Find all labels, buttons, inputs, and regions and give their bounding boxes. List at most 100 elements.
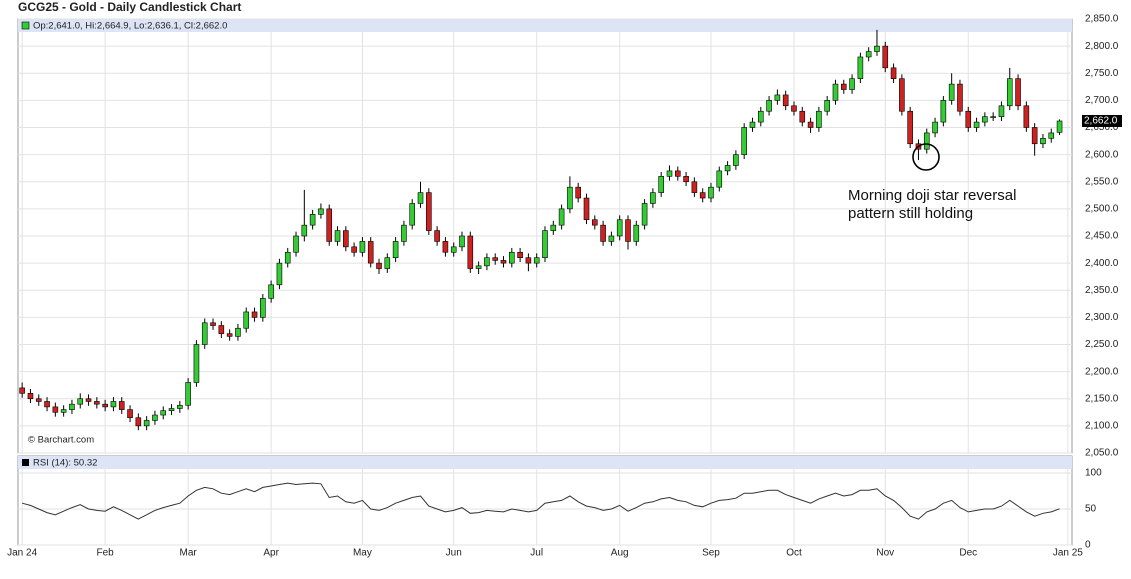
candle-body — [500, 260, 507, 264]
last-price-label: 2,662.0 — [1084, 116, 1118, 127]
candle-body — [318, 208, 324, 215]
candle-body — [658, 176, 664, 193]
candle-body — [899, 78, 905, 112]
candle-body — [932, 121, 938, 134]
y-tick-label: 2,550.0 — [1085, 176, 1119, 187]
rsi-legend-bar — [18, 456, 1072, 469]
candle-body — [890, 67, 897, 79]
candle-body — [857, 56, 864, 79]
candle-body — [52, 406, 59, 413]
candle-body — [69, 403, 75, 410]
legend-label: Op:2,641.0, Hi:2,664.9, Lo:2,636.1, Cl:2… — [33, 21, 227, 32]
candle-body — [210, 322, 216, 326]
y-tick-label: 2,400.0 — [1085, 258, 1119, 269]
candle-body — [674, 170, 681, 177]
x-tick-label: Jul — [530, 548, 543, 559]
candle-body — [401, 224, 407, 242]
candle-body — [741, 127, 747, 155]
candle-body — [940, 100, 947, 123]
candle-body — [27, 393, 34, 400]
candle-body — [293, 235, 299, 253]
candle-body — [542, 230, 548, 258]
candle-body — [351, 246, 357, 253]
candle-body — [276, 262, 283, 286]
rsi-panel — [17, 455, 1073, 546]
candle-body — [923, 132, 930, 150]
candle-body — [600, 224, 606, 242]
y-tick-label: 2,300.0 — [1085, 312, 1119, 323]
x-tick-label: Aug — [611, 548, 629, 559]
x-tick-label: May — [353, 548, 372, 559]
candle-body — [177, 404, 183, 409]
candle-body — [426, 192, 432, 231]
y-tick-label: 2,150.0 — [1085, 393, 1119, 404]
x-tick-label: Nov — [876, 548, 894, 559]
candle-body — [85, 398, 92, 402]
candle-body — [575, 186, 581, 199]
candle-body — [226, 333, 233, 337]
y-tick-label: 2,850.0 — [1085, 14, 1119, 25]
candle-body — [201, 322, 208, 345]
candle-body — [965, 110, 972, 128]
candle-body — [60, 409, 67, 413]
candle-body — [243, 311, 250, 329]
candle-body — [691, 181, 698, 193]
candle-body — [973, 121, 980, 128]
y-tick-label: 100 — [1085, 468, 1102, 479]
candle-body — [616, 219, 623, 237]
candle-body — [824, 100, 830, 112]
candle-body — [143, 420, 150, 427]
candle-body — [1040, 138, 1046, 145]
candle-body — [193, 344, 200, 383]
candle-body — [1048, 132, 1055, 139]
candle-body — [35, 398, 42, 402]
candle-body — [127, 409, 133, 419]
x-tick-label: Feb — [97, 548, 115, 559]
candle-body — [558, 208, 565, 226]
candle-body — [882, 45, 889, 69]
candle-body — [77, 398, 84, 405]
candle-body — [550, 224, 557, 231]
candle-body — [982, 116, 988, 123]
candle-body — [376, 262, 382, 269]
x-tick-label: Jan 25 — [1053, 548, 1083, 559]
candle-body — [592, 219, 598, 226]
credit: © Barchart.com — [28, 435, 94, 446]
y-tick-label: 2,100.0 — [1085, 421, 1119, 432]
candle-body — [450, 246, 457, 253]
candle-body — [301, 224, 308, 237]
candle-body — [583, 197, 590, 221]
candle-body — [218, 325, 225, 334]
candle-body — [782, 94, 789, 107]
candle-body — [816, 110, 822, 128]
legend-bar — [18, 19, 1072, 32]
candle-body — [434, 230, 440, 242]
candle-body — [683, 176, 689, 183]
candle-body — [168, 408, 175, 411]
candle-body — [525, 257, 532, 264]
candle-body — [608, 235, 615, 242]
candle-body — [865, 51, 872, 58]
y-tick-label: 2,200.0 — [1085, 366, 1119, 377]
y-tick-label: 2,450.0 — [1085, 231, 1119, 242]
y-tick-label: 2,800.0 — [1085, 41, 1119, 52]
candle-body — [260, 298, 266, 318]
candle-body — [650, 192, 656, 204]
annotation: Morning doji star reversal pattern still… — [848, 187, 1017, 222]
candle-body — [19, 387, 25, 394]
candle-body — [1006, 78, 1013, 107]
candle-body — [334, 230, 341, 242]
candle-body — [309, 214, 316, 226]
candle-body — [708, 186, 714, 199]
y-tick-label: 2,250.0 — [1085, 339, 1119, 350]
candle-body — [94, 401, 100, 405]
candle-body — [957, 83, 963, 112]
candle-body — [633, 224, 640, 242]
candle-body — [484, 257, 490, 267]
candle-body — [749, 121, 756, 128]
x-tick-label: Jun — [446, 548, 462, 559]
y-tick-label: 2,750.0 — [1085, 68, 1119, 79]
candle-body — [268, 284, 274, 299]
candle-body — [185, 382, 191, 406]
